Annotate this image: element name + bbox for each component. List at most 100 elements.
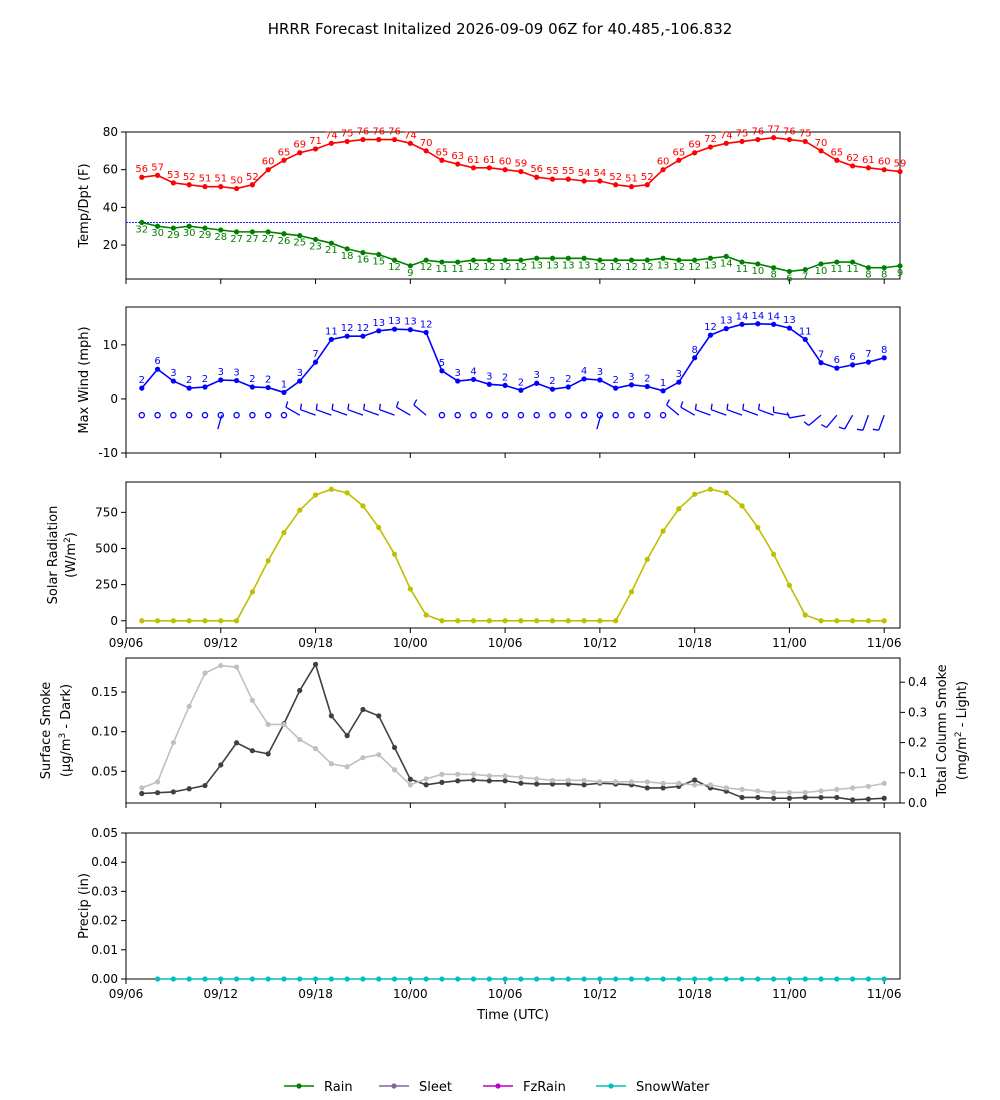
snowwater-point [723, 976, 729, 982]
solar-radiation-point [218, 618, 224, 624]
max-wind-point [218, 377, 224, 383]
wind-barb-calm [470, 411, 477, 419]
legend-label: FzRain [523, 1080, 566, 1095]
solar-radiation-point [534, 618, 540, 624]
dewpoint-point [312, 236, 319, 243]
snowwater-point [834, 976, 840, 982]
surface-smoke-point [692, 777, 698, 783]
temperature-point [202, 184, 208, 190]
total-column-smoke-point [676, 780, 682, 786]
solar-radiation-point [723, 490, 729, 496]
y-tick-label: 0.01 [91, 943, 118, 957]
dewpoint-data-label: 18 [341, 251, 354, 262]
max-wind-data-label: 13 [720, 316, 733, 327]
surface-smoke-point [376, 713, 382, 719]
dewpoint-point [692, 257, 698, 263]
max-wind-point [154, 366, 161, 372]
dewpoint-point [297, 233, 303, 239]
temperature-point [581, 178, 587, 184]
temperature-point [692, 150, 698, 156]
total-column-smoke-point [549, 777, 556, 783]
dewpoint-data-label: 27 [262, 234, 275, 245]
y-right-axis-label: Total Column Smoke [935, 664, 950, 797]
surface-smoke-point [486, 778, 492, 784]
dewpoint-point [376, 251, 382, 258]
surface-smoke-point [391, 744, 398, 751]
solar-radiation-point [233, 618, 240, 624]
x-tick-label: 09/18 [298, 987, 333, 1001]
total-column-smoke-point [723, 785, 729, 791]
surface-smoke-point [881, 795, 887, 801]
y-axis-label-units: (W/m2) [63, 532, 79, 578]
dewpoint-point [439, 259, 445, 265]
surface-smoke-point [818, 794, 824, 801]
total-column-smoke-point [660, 780, 666, 786]
wind-barb-feather [285, 401, 289, 408]
x-tick-label: 10/00 [393, 636, 428, 650]
solar-radiation-point [281, 529, 287, 536]
temperature-data-label: 59 [515, 159, 528, 170]
temperature-point [328, 140, 334, 146]
surface-smoke-point [660, 785, 666, 791]
max-wind-data-label: 11 [325, 326, 338, 337]
max-wind-data-label: 3 [676, 369, 682, 380]
total-column-smoke-point [439, 771, 445, 777]
temperature-data-label: 51 [625, 174, 638, 185]
total-column-smoke-point [312, 746, 319, 752]
wind-barb-feather [694, 403, 697, 410]
solar-radiation-point [360, 503, 366, 509]
total-column-smoke-point [376, 752, 382, 758]
temperature-data-label: 52 [183, 172, 196, 183]
wind-barb [862, 414, 870, 431]
wind-barb [773, 411, 790, 416]
temperature-point [139, 174, 145, 180]
snowwater-point [218, 976, 224, 982]
dewpoint-data-label: 13 [578, 260, 591, 271]
temperature-point [897, 168, 903, 175]
dewpoint-point [170, 225, 176, 231]
dewpoint-point [660, 255, 666, 261]
dewpoint-data-label: 12 [467, 262, 480, 273]
solar-radiation-point [581, 618, 587, 624]
temperature-data-label: 51 [199, 174, 212, 185]
dewpoint-data-label: 13 [657, 260, 670, 271]
max-wind-point [755, 321, 761, 327]
max-wind-data-label: 3 [455, 368, 461, 379]
wind-barb [316, 409, 332, 416]
x-tick-label: 10/06 [488, 987, 523, 1001]
dewpoint-point [850, 259, 856, 265]
temperature-point [265, 167, 271, 173]
max-wind-point [486, 381, 492, 387]
total-column-smoke-point [818, 788, 824, 794]
snowwater-point [818, 976, 824, 982]
snowwater-point [676, 976, 682, 982]
dewpoint-point [818, 261, 824, 267]
max-wind-point [439, 368, 445, 374]
y-tick-label: 0.05 [91, 826, 118, 840]
temperature-point [344, 138, 350, 145]
max-wind-point [786, 325, 793, 331]
temperature-point [597, 178, 603, 184]
panel-3: 09/06 09/12 09/18 10/00 10/06 10/12 10/18 11/00… [46, 481, 902, 650]
dewpoint-data-label: 12 [594, 262, 607, 273]
snowwater-point [660, 976, 666, 982]
temperature-point [865, 165, 872, 171]
snowwater-point [202, 976, 208, 982]
surface-smoke-point [534, 781, 540, 787]
temperature-point [739, 138, 745, 145]
dewpoint-point [344, 246, 350, 252]
max-wind-data-label: 1 [660, 378, 666, 389]
max-wind-point [328, 336, 334, 343]
total-column-smoke-point [360, 755, 366, 761]
dewpoint-point [786, 268, 793, 275]
wind-barb-feather [803, 421, 810, 426]
dewpoint-data-label: 16 [357, 255, 370, 266]
total-column-smoke-point [328, 761, 334, 767]
max-wind-point [723, 326, 729, 332]
temperature-point [360, 136, 366, 143]
x-tick-label: 09/12 [203, 987, 238, 1001]
total-column-smoke-point [186, 703, 192, 709]
dewpoint-data-label: 13 [530, 260, 543, 271]
temperature-point [676, 157, 682, 163]
